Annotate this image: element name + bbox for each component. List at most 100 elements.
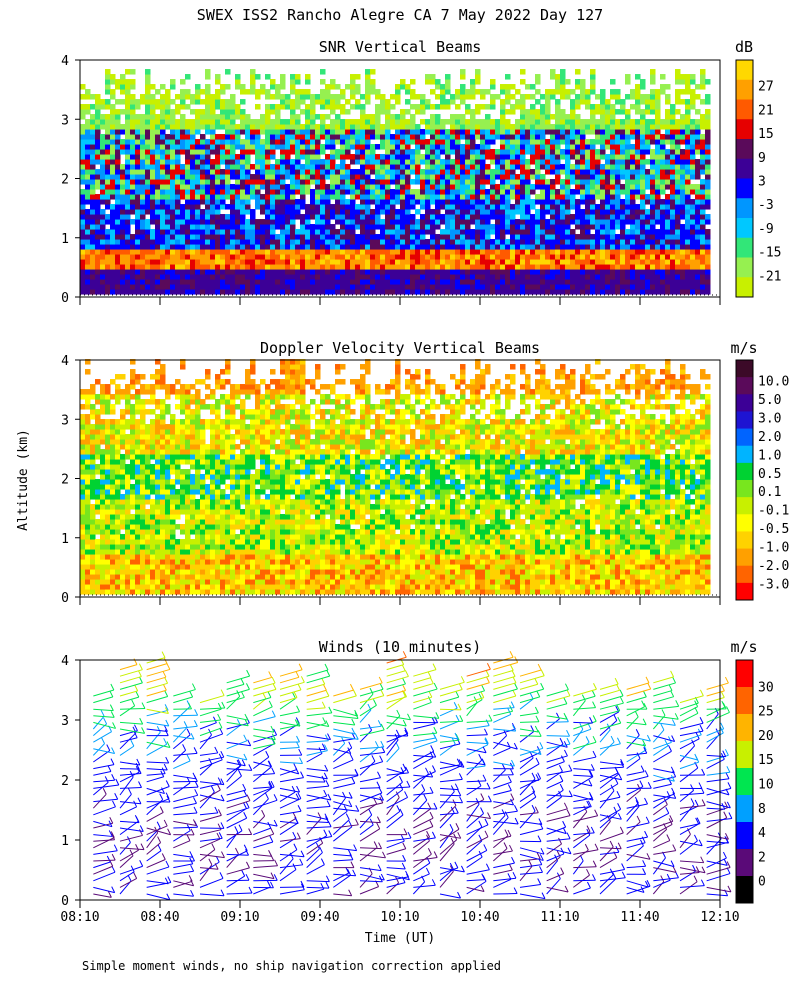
heatmap-cell bbox=[680, 199, 686, 205]
heatmap-cell bbox=[530, 214, 536, 220]
heatmap-cell bbox=[310, 269, 316, 275]
heatmap-cell bbox=[105, 114, 111, 120]
heatmap-cell bbox=[445, 279, 451, 285]
heatmap-cell bbox=[605, 144, 611, 150]
heatmap-cell bbox=[170, 119, 176, 125]
heatmap-cell bbox=[315, 114, 321, 120]
heatmap-cell bbox=[115, 149, 121, 155]
heatmap-cell bbox=[680, 289, 686, 295]
heatmap-cell bbox=[515, 124, 521, 130]
heatmap-cell bbox=[460, 149, 466, 155]
heatmap-cell bbox=[250, 189, 256, 195]
heatmap-cell bbox=[605, 159, 611, 165]
heatmap-cell bbox=[335, 284, 341, 290]
heatmap-cell bbox=[85, 264, 91, 270]
heatmap-cell bbox=[345, 169, 351, 175]
heatmap-cell bbox=[615, 184, 621, 190]
heatmap-cell bbox=[325, 94, 331, 100]
heatmap-cell bbox=[330, 174, 336, 180]
heatmap-cell bbox=[315, 94, 321, 100]
heatmap-cell bbox=[665, 84, 671, 90]
heatmap-cell bbox=[110, 149, 116, 155]
heatmap-cell bbox=[610, 194, 616, 200]
heatmap-cell bbox=[285, 249, 291, 255]
heatmap-cell bbox=[270, 204, 276, 210]
heatmap-cell bbox=[245, 259, 251, 265]
heatmap-cell bbox=[475, 234, 481, 240]
heatmap-cell bbox=[495, 149, 501, 155]
heatmap-cell bbox=[235, 244, 241, 250]
heatmap-cell bbox=[430, 254, 436, 260]
heatmap-cell bbox=[585, 254, 591, 260]
heatmap-cell bbox=[480, 144, 486, 150]
heatmap-cell bbox=[640, 124, 646, 130]
heatmap-cell bbox=[285, 164, 291, 170]
heatmap-cell bbox=[415, 239, 421, 245]
heatmap-cell bbox=[180, 149, 186, 155]
heatmap-cell bbox=[305, 214, 311, 220]
heatmap-cell bbox=[205, 74, 211, 80]
heatmap-cell bbox=[220, 144, 226, 150]
heatmap-cell bbox=[85, 499, 91, 505]
heatmap-cell bbox=[465, 264, 471, 270]
heatmap-cell bbox=[130, 154, 136, 160]
heatmap-cell bbox=[180, 164, 186, 170]
heatmap-cell bbox=[570, 89, 576, 95]
heatmap-cell bbox=[155, 119, 161, 125]
heatmap-cell bbox=[330, 279, 336, 285]
heatmap-cell bbox=[205, 104, 211, 110]
heatmap-cell bbox=[620, 199, 626, 205]
heatmap-cell bbox=[575, 284, 581, 290]
heatmap-cell bbox=[185, 94, 191, 100]
heatmap-cell bbox=[250, 239, 256, 245]
heatmap-cell bbox=[690, 169, 696, 175]
heatmap-cell bbox=[585, 99, 591, 105]
heatmap-cell bbox=[680, 284, 686, 290]
heatmap-cell bbox=[220, 139, 226, 145]
heatmap-cell bbox=[400, 199, 406, 205]
heatmap-cell bbox=[650, 99, 656, 105]
heatmap-cell bbox=[545, 244, 551, 250]
heatmap-cell bbox=[385, 124, 391, 130]
heatmap-cell bbox=[590, 269, 596, 275]
heatmap-cell bbox=[350, 199, 356, 205]
heatmap-cell bbox=[530, 94, 536, 100]
heatmap-cell bbox=[165, 239, 171, 245]
heatmap-cell bbox=[695, 219, 701, 225]
heatmap-cell bbox=[175, 209, 181, 215]
heatmap-cell bbox=[705, 279, 711, 285]
heatmap-cell bbox=[200, 219, 206, 225]
heatmap-cell bbox=[90, 209, 96, 215]
heatmap-cell bbox=[440, 284, 446, 290]
heatmap-cell bbox=[440, 89, 446, 95]
heatmap-cell bbox=[635, 74, 641, 80]
heatmap-cell bbox=[450, 244, 456, 250]
heatmap-cell bbox=[305, 174, 311, 180]
heatmap-cell bbox=[535, 274, 541, 280]
heatmap-cell bbox=[435, 169, 441, 175]
heatmap-cell bbox=[705, 164, 711, 170]
heatmap-cell bbox=[320, 234, 326, 240]
heatmap-cell bbox=[700, 224, 706, 230]
heatmap-cell bbox=[480, 194, 486, 200]
heatmap-cell bbox=[345, 214, 351, 220]
heatmap-cell bbox=[435, 179, 441, 185]
heatmap-cell bbox=[505, 174, 511, 180]
heatmap-cell bbox=[585, 264, 591, 270]
heatmap-cell bbox=[180, 289, 186, 295]
heatmap-cell bbox=[605, 199, 611, 205]
heatmap-cell bbox=[340, 119, 346, 125]
heatmap-cell bbox=[125, 94, 131, 100]
heatmap-cell bbox=[620, 229, 626, 235]
heatmap-cell bbox=[305, 219, 311, 225]
heatmap-cell bbox=[480, 279, 486, 285]
heatmap-cell bbox=[420, 134, 426, 140]
heatmap-cell bbox=[320, 229, 326, 235]
heatmap-cell bbox=[285, 209, 291, 215]
heatmap-cell bbox=[340, 164, 346, 170]
heatmap-cell bbox=[565, 214, 571, 220]
heatmap-cell bbox=[660, 134, 666, 140]
heatmap-cell bbox=[270, 259, 276, 265]
heatmap-cell bbox=[435, 144, 441, 150]
heatmap-cell bbox=[470, 89, 476, 95]
